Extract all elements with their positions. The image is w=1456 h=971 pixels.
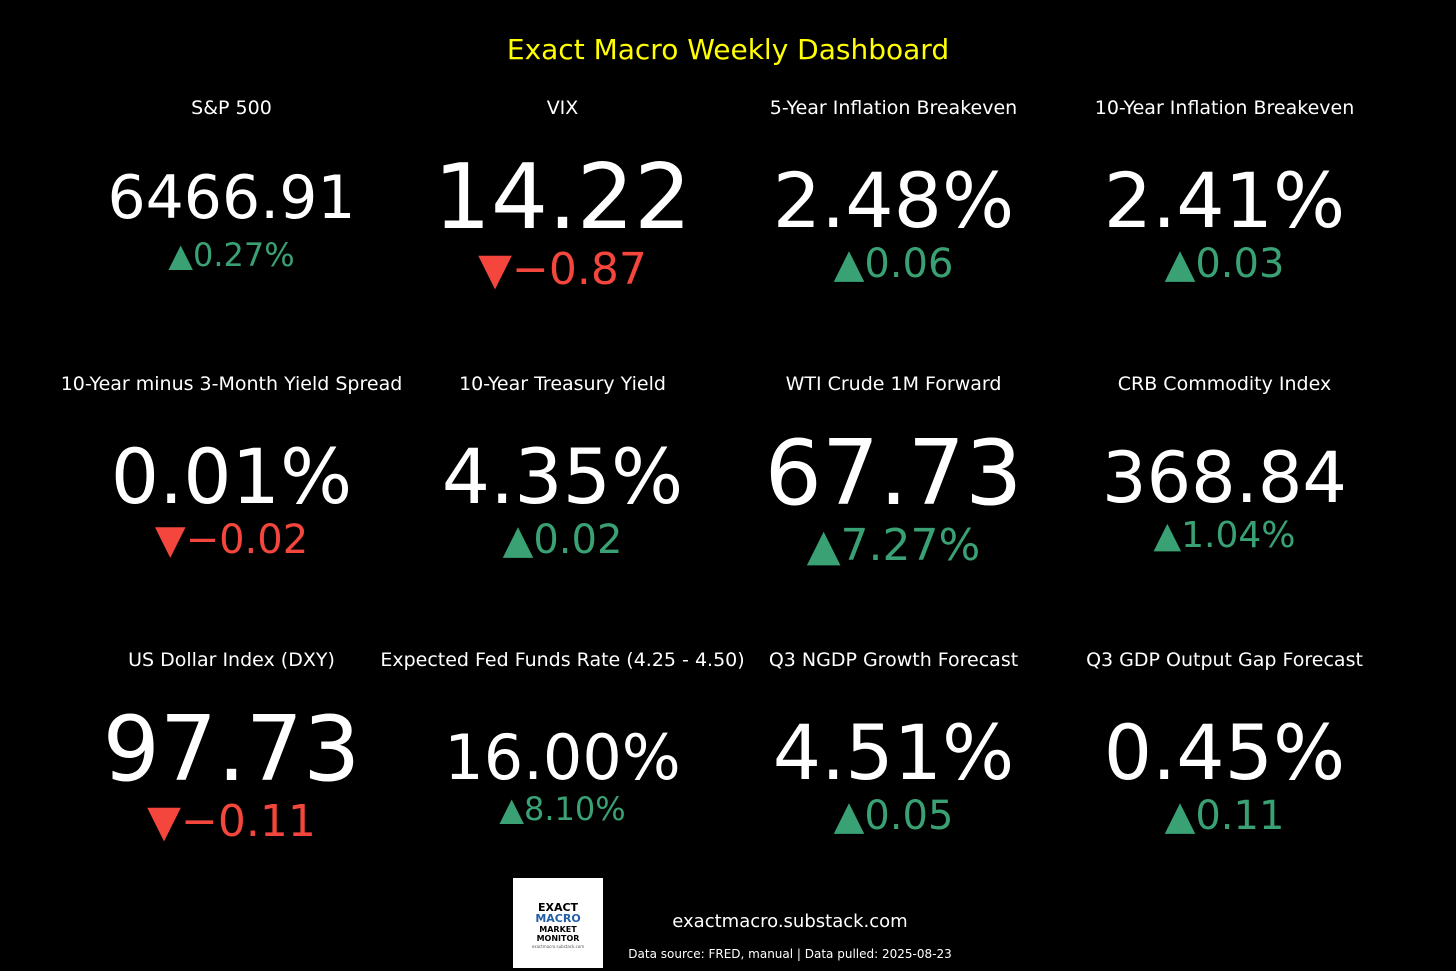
tile-label: US Dollar Index (DXY) [128,649,335,671]
tile-change: ▲0.02 [502,517,623,563]
tile-label: Q3 GDP Output Gap Forecast [1086,649,1363,671]
tile-change: ▼−0.87 [478,244,647,295]
tile-label: 10-Year Inflation Breakeven [1094,97,1355,119]
tile-value: 67.73 [764,421,1023,526]
logo-line: exactmacro.substack.com [531,944,585,949]
tile-change: ▲0.03 [1164,241,1285,287]
tile-change: ▲0.11 [1164,793,1285,839]
logo-line: MONITOR [536,934,580,943]
tile-change: ▲0.05 [833,793,954,839]
tile-change: ▲0.27% [168,236,295,274]
tile-value: 0.01% [110,432,353,521]
tile-value: 14.22 [433,145,692,250]
tile-change: ▲1.04% [1153,515,1296,556]
tile-value: 4.35% [441,432,684,521]
tile-value: 16.00% [444,721,681,794]
tile-value: 2.41% [1103,156,1346,245]
exact-macro-logo: EXACT MACRO MARKET MONITOR exactmacro.su… [513,878,603,968]
tile-change: ▲0.06 [833,241,954,287]
logo-line: EXACT [537,901,579,914]
tile-value: 4.51% [772,708,1015,797]
tile-value: 6466.91 [107,163,356,233]
tile-change: ▼−0.11 [147,796,316,847]
tile-label: 5-Year Inflation Breakeven [769,97,1018,119]
tile-label: 10-Year minus 3-Month Yield Spread [60,373,403,395]
tile-change: ▲7.27% [806,520,981,571]
tile-label: Q3 NGDP Growth Forecast [768,649,1019,671]
tile-label: S&P 500 [191,97,272,119]
tile-value: 0.45% [1103,708,1346,797]
logo-line: MACRO [535,912,581,925]
footer-url: exactmacro.substack.com [672,911,908,932]
footer-source: Data source: FRED, manual | Data pulled:… [628,947,952,961]
dashboard-title: Exact Macro Weekly Dashboard [506,33,950,66]
tile-label: 10-Year Treasury Yield [459,373,666,395]
tile-value: 368.84 [1102,437,1347,519]
tile-label: WTI Crude 1M Forward [785,373,1002,395]
tile-label: CRB Commodity Index [1117,373,1332,395]
tile-value: 2.48% [772,156,1015,245]
tile-change: ▼−0.02 [154,517,309,563]
logo-line: MARKET [539,925,577,934]
tile-label: Expected Fed Funds Rate (4.25 - 4.50) [380,649,745,671]
tile-value: 97.73 [102,697,361,802]
tile-change: ▲8.10% [499,790,626,828]
tile-label: VIX [546,97,579,119]
